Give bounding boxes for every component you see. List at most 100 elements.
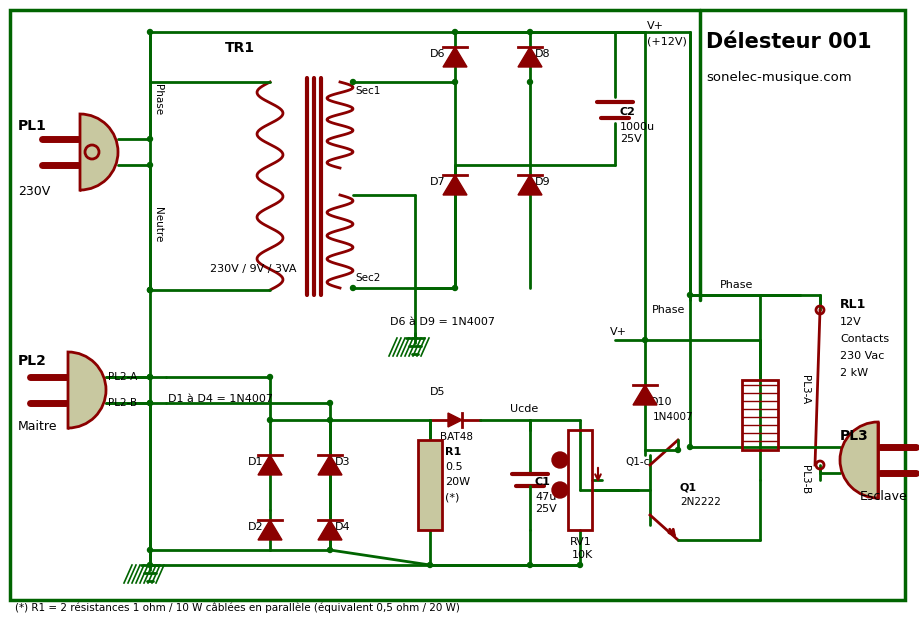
Text: R1: R1 [445, 447, 460, 457]
Text: Phase: Phase [720, 280, 753, 290]
Circle shape [267, 417, 272, 422]
Text: D6 à D9 = 1N4007: D6 à D9 = 1N4007 [390, 317, 494, 327]
Text: Ucde: Ucde [509, 404, 538, 414]
Text: D10: D10 [650, 397, 672, 407]
Circle shape [350, 285, 355, 291]
Circle shape [147, 374, 153, 379]
Circle shape [147, 136, 153, 141]
Text: V+: V+ [609, 327, 627, 337]
Text: RL1: RL1 [839, 298, 866, 311]
Text: 2N2222: 2N2222 [679, 497, 720, 507]
Text: 230 Vac: 230 Vac [839, 351, 883, 361]
Circle shape [147, 547, 153, 552]
Polygon shape [517, 47, 541, 67]
Wedge shape [80, 114, 118, 190]
Bar [417, 440, 441, 530]
Circle shape [147, 288, 153, 293]
Circle shape [551, 482, 567, 498]
Text: D1 à D4 = 1N4007: D1 à D4 = 1N4007 [168, 394, 273, 404]
Text: 1000u: 1000u [619, 122, 654, 132]
Text: TR1: TR1 [225, 41, 255, 55]
Text: PL2-B: PL2-B [108, 398, 137, 408]
Circle shape [527, 79, 532, 84]
Text: PL3-B: PL3-B [800, 466, 809, 495]
Text: 12V: 12V [839, 317, 861, 327]
Text: D7: D7 [429, 177, 445, 187]
Circle shape [147, 288, 153, 293]
Text: PL2-A: PL2-A [108, 372, 137, 382]
Text: 25V: 25V [619, 134, 641, 144]
Text: BAT48: BAT48 [439, 432, 472, 442]
Text: (*): (*) [445, 492, 459, 502]
Text: 47u: 47u [535, 492, 556, 502]
Text: D5: D5 [429, 387, 445, 397]
Circle shape [327, 547, 332, 552]
Text: C2: C2 [619, 107, 635, 117]
Circle shape [267, 374, 272, 379]
Circle shape [675, 448, 680, 453]
Circle shape [577, 562, 582, 567]
Text: D1: D1 [248, 457, 263, 467]
Text: PL3-A: PL3-A [800, 375, 809, 405]
Bar [567, 430, 591, 530]
Circle shape [147, 562, 153, 567]
Text: Neutre: Neutre [153, 207, 163, 242]
Text: 20W: 20W [445, 477, 470, 487]
Text: PL2: PL2 [18, 354, 47, 368]
Text: Phase: Phase [153, 84, 163, 115]
Wedge shape [839, 422, 877, 498]
Text: (*) R1 = 2 résistances 1 ohm / 10 W câblées en parallèle (équivalent 0,5 ohm / 2: (*) R1 = 2 résistances 1 ohm / 10 W câbl… [15, 603, 460, 613]
Circle shape [147, 374, 153, 379]
Circle shape [427, 562, 432, 567]
Text: RV1: RV1 [570, 537, 591, 547]
Text: 2 kW: 2 kW [839, 368, 868, 378]
Text: PL1: PL1 [18, 119, 47, 133]
Text: Sec1: Sec1 [355, 86, 380, 96]
Circle shape [527, 30, 532, 35]
Polygon shape [448, 413, 461, 427]
Polygon shape [443, 47, 467, 67]
Text: 25V: 25V [535, 504, 556, 514]
Text: 230V: 230V [18, 185, 51, 198]
Text: 0.5: 0.5 [445, 462, 462, 472]
Text: sonelec-musique.com: sonelec-musique.com [705, 71, 851, 84]
Text: D8: D8 [535, 49, 550, 59]
Text: Délesteur 001: Délesteur 001 [705, 32, 870, 52]
Circle shape [452, 30, 457, 35]
Circle shape [452, 79, 457, 84]
Polygon shape [517, 175, 541, 195]
Circle shape [327, 417, 332, 422]
Circle shape [551, 452, 567, 468]
Text: Maitre: Maitre [18, 420, 58, 433]
Text: D4: D4 [335, 522, 350, 532]
Bar [742, 380, 777, 450]
Text: Contacts: Contacts [839, 334, 888, 344]
Polygon shape [318, 455, 342, 475]
Text: PL3: PL3 [839, 429, 868, 443]
Circle shape [147, 401, 153, 405]
Circle shape [641, 337, 647, 342]
Text: V+: V+ [646, 21, 664, 31]
Text: D3: D3 [335, 457, 350, 467]
Text: Esclave: Esclave [859, 490, 907, 503]
Circle shape [350, 79, 355, 84]
Polygon shape [443, 175, 467, 195]
Circle shape [147, 30, 153, 35]
Circle shape [686, 293, 692, 298]
Wedge shape [68, 352, 106, 428]
Text: (+12V): (+12V) [646, 36, 686, 46]
Text: Q1-c: Q1-c [624, 457, 649, 467]
Text: C1: C1 [535, 477, 550, 487]
Text: Sec2: Sec2 [355, 273, 380, 283]
Polygon shape [632, 385, 656, 405]
Text: Q1: Q1 [679, 482, 697, 492]
Circle shape [527, 562, 532, 567]
Text: Phase: Phase [651, 305, 685, 315]
Text: 10K: 10K [572, 550, 593, 560]
Polygon shape [257, 455, 282, 475]
Text: 230V / 9V / 3VA: 230V / 9V / 3VA [210, 264, 296, 274]
Text: D6: D6 [429, 49, 445, 59]
Text: 1N4007: 1N4007 [652, 412, 693, 422]
Polygon shape [318, 520, 342, 540]
Text: D9: D9 [535, 177, 550, 187]
